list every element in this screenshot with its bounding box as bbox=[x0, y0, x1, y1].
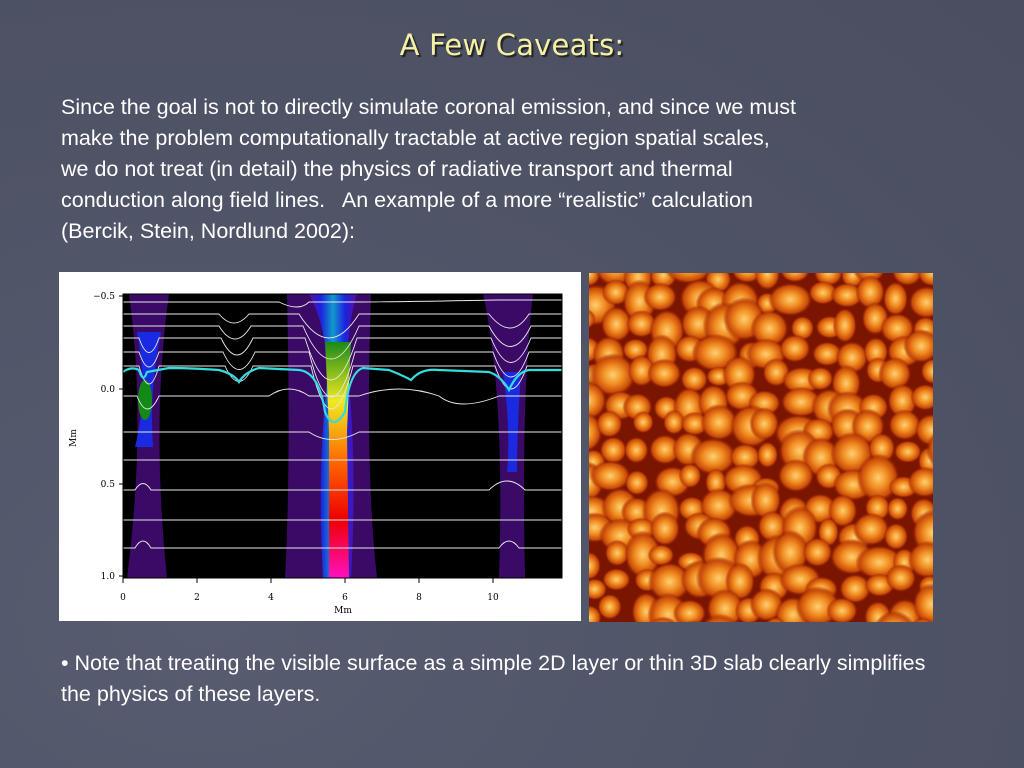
granule bbox=[647, 562, 692, 602]
granulation-image bbox=[568, 247, 980, 662]
granule bbox=[885, 564, 917, 593]
granule bbox=[678, 463, 702, 489]
granule bbox=[830, 282, 864, 308]
visible-surface-line bbox=[122, 366, 562, 424]
granule bbox=[680, 366, 708, 393]
granule bbox=[777, 458, 815, 493]
granule bbox=[632, 410, 654, 434]
granule bbox=[643, 282, 677, 312]
granule bbox=[802, 537, 833, 568]
x-tick-label: 2 bbox=[194, 593, 200, 603]
granule bbox=[856, 453, 900, 503]
granule bbox=[790, 315, 815, 341]
y-tick-label: 0.5 bbox=[101, 480, 116, 490]
granule bbox=[582, 578, 608, 601]
granule bbox=[779, 334, 811, 363]
granule bbox=[624, 436, 649, 464]
granule bbox=[903, 329, 940, 363]
granule bbox=[887, 383, 918, 419]
granule bbox=[589, 460, 631, 492]
right-flux-tube-core bbox=[503, 372, 521, 472]
granule bbox=[729, 443, 761, 471]
granule bbox=[878, 356, 912, 391]
granule bbox=[599, 436, 627, 464]
granule bbox=[647, 358, 682, 389]
granule bbox=[626, 310, 657, 338]
granule bbox=[855, 275, 885, 309]
granule bbox=[624, 530, 662, 579]
x-tick-label: 4 bbox=[268, 593, 274, 603]
x-tick-label: 10 bbox=[487, 593, 499, 603]
y-tick-label: 0.0 bbox=[101, 385, 116, 395]
granule bbox=[839, 573, 871, 604]
granule bbox=[807, 366, 834, 391]
body-paragraph: Since the goal is not to directly simula… bbox=[61, 95, 796, 243]
cross-section-plot: −0.5 0.0 0.5 1.0 Mm 0 2 4 6 8 10 Mm bbox=[69, 292, 563, 616]
granule bbox=[826, 597, 858, 625]
y-axis: −0.5 0.0 0.5 1.0 bbox=[93, 292, 123, 582]
granule bbox=[647, 544, 675, 566]
granule bbox=[756, 441, 779, 469]
granule bbox=[589, 353, 637, 397]
granule bbox=[808, 280, 838, 305]
x-tick-label: 6 bbox=[342, 593, 348, 603]
granule bbox=[700, 404, 738, 441]
granule bbox=[624, 470, 649, 496]
simulation-cross-section-figure: −0.5 0.0 0.5 1.0 Mm 0 2 4 6 8 10 Mm bbox=[59, 272, 581, 621]
granule bbox=[780, 386, 822, 418]
x-axis: 0 2 4 6 8 10 bbox=[120, 578, 499, 603]
granule bbox=[602, 568, 631, 591]
granule bbox=[828, 494, 858, 528]
granule bbox=[888, 409, 921, 441]
granule bbox=[886, 496, 909, 521]
granule bbox=[649, 511, 680, 547]
granulation-pattern bbox=[568, 247, 980, 662]
bullet-note: • Note that treating the visible surface… bbox=[61, 651, 926, 706]
field-lines bbox=[123, 299, 562, 549]
granule bbox=[663, 409, 685, 435]
granule bbox=[750, 309, 789, 348]
granule bbox=[893, 440, 922, 464]
right-flux-tube bbox=[483, 294, 533, 578]
y-tick-label: 1.0 bbox=[101, 572, 116, 582]
granule bbox=[596, 410, 623, 438]
granule bbox=[750, 481, 782, 520]
granule bbox=[882, 281, 909, 316]
x-tick-label: 8 bbox=[416, 593, 422, 603]
granule bbox=[690, 437, 737, 476]
x-tick-label: 0 bbox=[120, 593, 126, 603]
granule bbox=[749, 407, 780, 441]
granule bbox=[597, 593, 622, 620]
granule bbox=[910, 383, 941, 411]
granule bbox=[604, 539, 630, 567]
y-axis-label: Mm bbox=[69, 429, 79, 447]
granule bbox=[883, 522, 909, 551]
granule bbox=[649, 434, 681, 465]
granule bbox=[853, 512, 890, 546]
granule bbox=[768, 282, 813, 317]
granule bbox=[812, 341, 843, 367]
granule bbox=[600, 306, 632, 343]
granulation-cells bbox=[568, 247, 980, 662]
slide-title: A Few Caveats: bbox=[399, 28, 625, 62]
granule bbox=[832, 307, 857, 343]
x-axis-label: Mm bbox=[334, 606, 352, 616]
y-tick-label: −0.5 bbox=[93, 292, 115, 302]
